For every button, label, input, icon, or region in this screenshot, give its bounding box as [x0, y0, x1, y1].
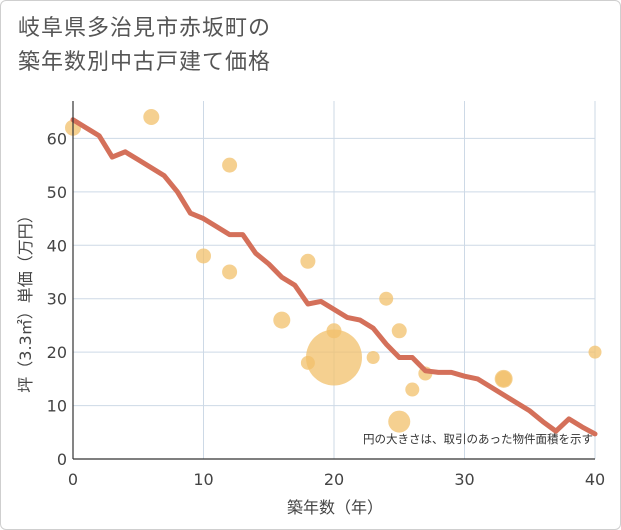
y-tick-label: 60 — [47, 129, 67, 148]
x-tick-labels: 0 10 20 30 40 — [68, 470, 605, 489]
y-axis-label: 坪（3.3㎡）単価（万円） — [16, 207, 35, 392]
grid-lines — [73, 101, 596, 459]
trend-line-group — [70, 117, 598, 437]
chart-title: 岐阜県多治見市赤坂町の 築年数別中古戸建て価格 — [18, 12, 271, 80]
data-point — [388, 410, 411, 433]
y-tick-label: 10 — [47, 397, 67, 416]
data-point — [196, 248, 211, 264]
y-tick-label: 0 — [57, 450, 67, 469]
x-axis-label: 築年数（年） — [287, 498, 383, 517]
data-point — [379, 291, 394, 306]
data-bubbles — [65, 109, 602, 433]
y-tick-label: 50 — [47, 183, 67, 202]
x-tick-label: 30 — [454, 470, 474, 489]
x-tick-label: 0 — [68, 470, 78, 489]
trend-line — [70, 117, 598, 437]
data-point — [391, 323, 407, 339]
data-point — [588, 345, 602, 359]
data-point — [366, 350, 380, 364]
data-point — [300, 253, 316, 269]
chart-title-line-1: 岐阜県多治見市赤坂町の — [18, 16, 272, 41]
data-point — [495, 370, 512, 387]
data-point — [143, 109, 160, 126]
y-tick-label: 30 — [47, 290, 67, 309]
x-tick-label: 20 — [324, 470, 344, 489]
data-point — [273, 311, 291, 329]
chart-title-line-2: 築年数別中古戸建て価格 — [18, 50, 272, 75]
data-point — [306, 329, 362, 386]
data-point — [222, 264, 238, 280]
bubble-size-note: 円の大きさは、取引のあった物件面積を示す — [363, 432, 593, 446]
y-tick-label: 20 — [47, 343, 67, 362]
x-tick-label: 40 — [585, 470, 605, 489]
data-point — [405, 382, 420, 397]
axes — [72, 101, 595, 460]
y-tick-labels: 0 10 20 30 40 50 60 — [47, 129, 67, 469]
x-tick-label: 10 — [193, 470, 213, 489]
data-point — [222, 157, 238, 173]
y-tick-label: 40 — [47, 236, 67, 255]
